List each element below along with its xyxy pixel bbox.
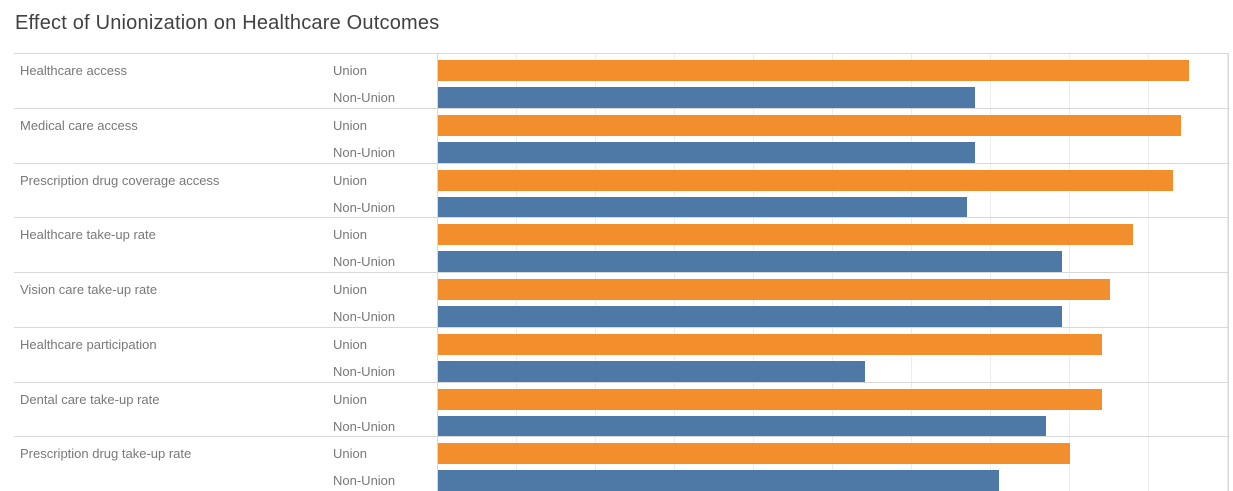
union-bar[interactable] <box>438 333 1102 355</box>
series-label-union: Union <box>333 446 367 462</box>
row-header: Vision care take-up rate Union Non-Union <box>14 273 437 327</box>
plot-area <box>437 273 1229 327</box>
chart-title: Effect of Unionization on Healthcare Out… <box>15 12 440 34</box>
union-bar[interactable] <box>438 279 1110 300</box>
category-label: Healthcare access <box>20 63 127 78</box>
category-label: Dental care take-up rate <box>20 391 160 407</box>
series-label-union: Union <box>333 117 367 133</box>
row-header: Dental care take-up rate Union Non-Union <box>14 383 437 437</box>
non-union-bar[interactable] <box>438 196 968 218</box>
series-label-non-union: Non-Union <box>333 199 396 215</box>
series-label-union: Union <box>333 172 367 188</box>
non-union-bar[interactable] <box>438 360 865 382</box>
union-bar[interactable] <box>438 60 1189 81</box>
category-row: Dental care take-up rate Union Non-Union <box>14 381 1229 437</box>
category-row: Medical care access Union Non-Union <box>14 107 1229 163</box>
plot-area <box>437 382 1229 437</box>
row-header: Healthcare participation Union Non-Union <box>14 328 437 382</box>
series-label-non-union: Non-Union <box>333 473 396 489</box>
union-bar[interactable] <box>438 169 1173 191</box>
plot-area <box>437 327 1229 382</box>
union-bar[interactable] <box>438 224 1134 246</box>
plot-area <box>437 218 1229 273</box>
row-header: Medical care access Union Non-Union <box>14 109 437 163</box>
series-label-union: Union <box>333 282 367 297</box>
category-row: Healthcare take-up rate Union Non-Union <box>14 217 1229 273</box>
non-union-bar[interactable] <box>438 141 976 163</box>
non-union-bar[interactable] <box>438 470 999 491</box>
series-label-non-union: Non-Union <box>333 309 396 324</box>
row-header: Healthcare take-up rate Union Non-Union <box>14 218 437 272</box>
category-label: Medical care access <box>20 117 138 133</box>
series-label-union: Union <box>333 391 367 407</box>
non-union-bar[interactable] <box>438 251 1063 273</box>
category-label: Healthcare take-up rate <box>20 227 156 243</box>
series-label-non-union: Non-Union <box>333 90 396 105</box>
bar-chart: Healthcare access Union Non-Union Medica… <box>14 53 1229 491</box>
series-label-non-union: Non-Union <box>333 254 396 270</box>
non-union-bar[interactable] <box>438 415 1047 437</box>
plot-area <box>437 108 1229 163</box>
row-header: Prescription drug coverage access Union … <box>14 164 437 218</box>
union-bar[interactable] <box>438 388 1102 410</box>
category-row: Healthcare access Union Non-Union <box>14 53 1229 108</box>
plot-area <box>437 437 1229 491</box>
non-union-bar[interactable] <box>438 306 1063 327</box>
series-label-union: Union <box>333 336 367 352</box>
category-row: Prescription drug coverage access Union … <box>14 162 1229 218</box>
category-label: Healthcare participation <box>20 336 157 352</box>
non-union-bar[interactable] <box>438 87 976 108</box>
union-bar[interactable] <box>438 443 1070 465</box>
category-label: Prescription drug coverage access <box>20 172 220 188</box>
series-label-non-union: Non-Union <box>333 418 396 434</box>
category-row: Prescription drug take-up rate Union Non… <box>14 436 1229 491</box>
category-row: Vision care take-up rate Union Non-Union <box>14 272 1229 327</box>
row-header: Prescription drug take-up rate Union Non… <box>14 437 437 491</box>
series-label-non-union: Non-Union <box>333 363 396 379</box>
category-row: Healthcare participation Union Non-Union <box>14 326 1229 382</box>
plot-area <box>437 163 1229 218</box>
series-label-non-union: Non-Union <box>333 144 396 160</box>
row-header: Healthcare access Union Non-Union <box>14 54 437 108</box>
series-label-union: Union <box>333 227 367 243</box>
plot-area <box>437 54 1229 108</box>
category-label: Vision care take-up rate <box>20 282 158 297</box>
category-label: Prescription drug take-up rate <box>20 446 192 462</box>
union-bar[interactable] <box>438 114 1181 136</box>
series-label-union: Union <box>333 63 367 78</box>
